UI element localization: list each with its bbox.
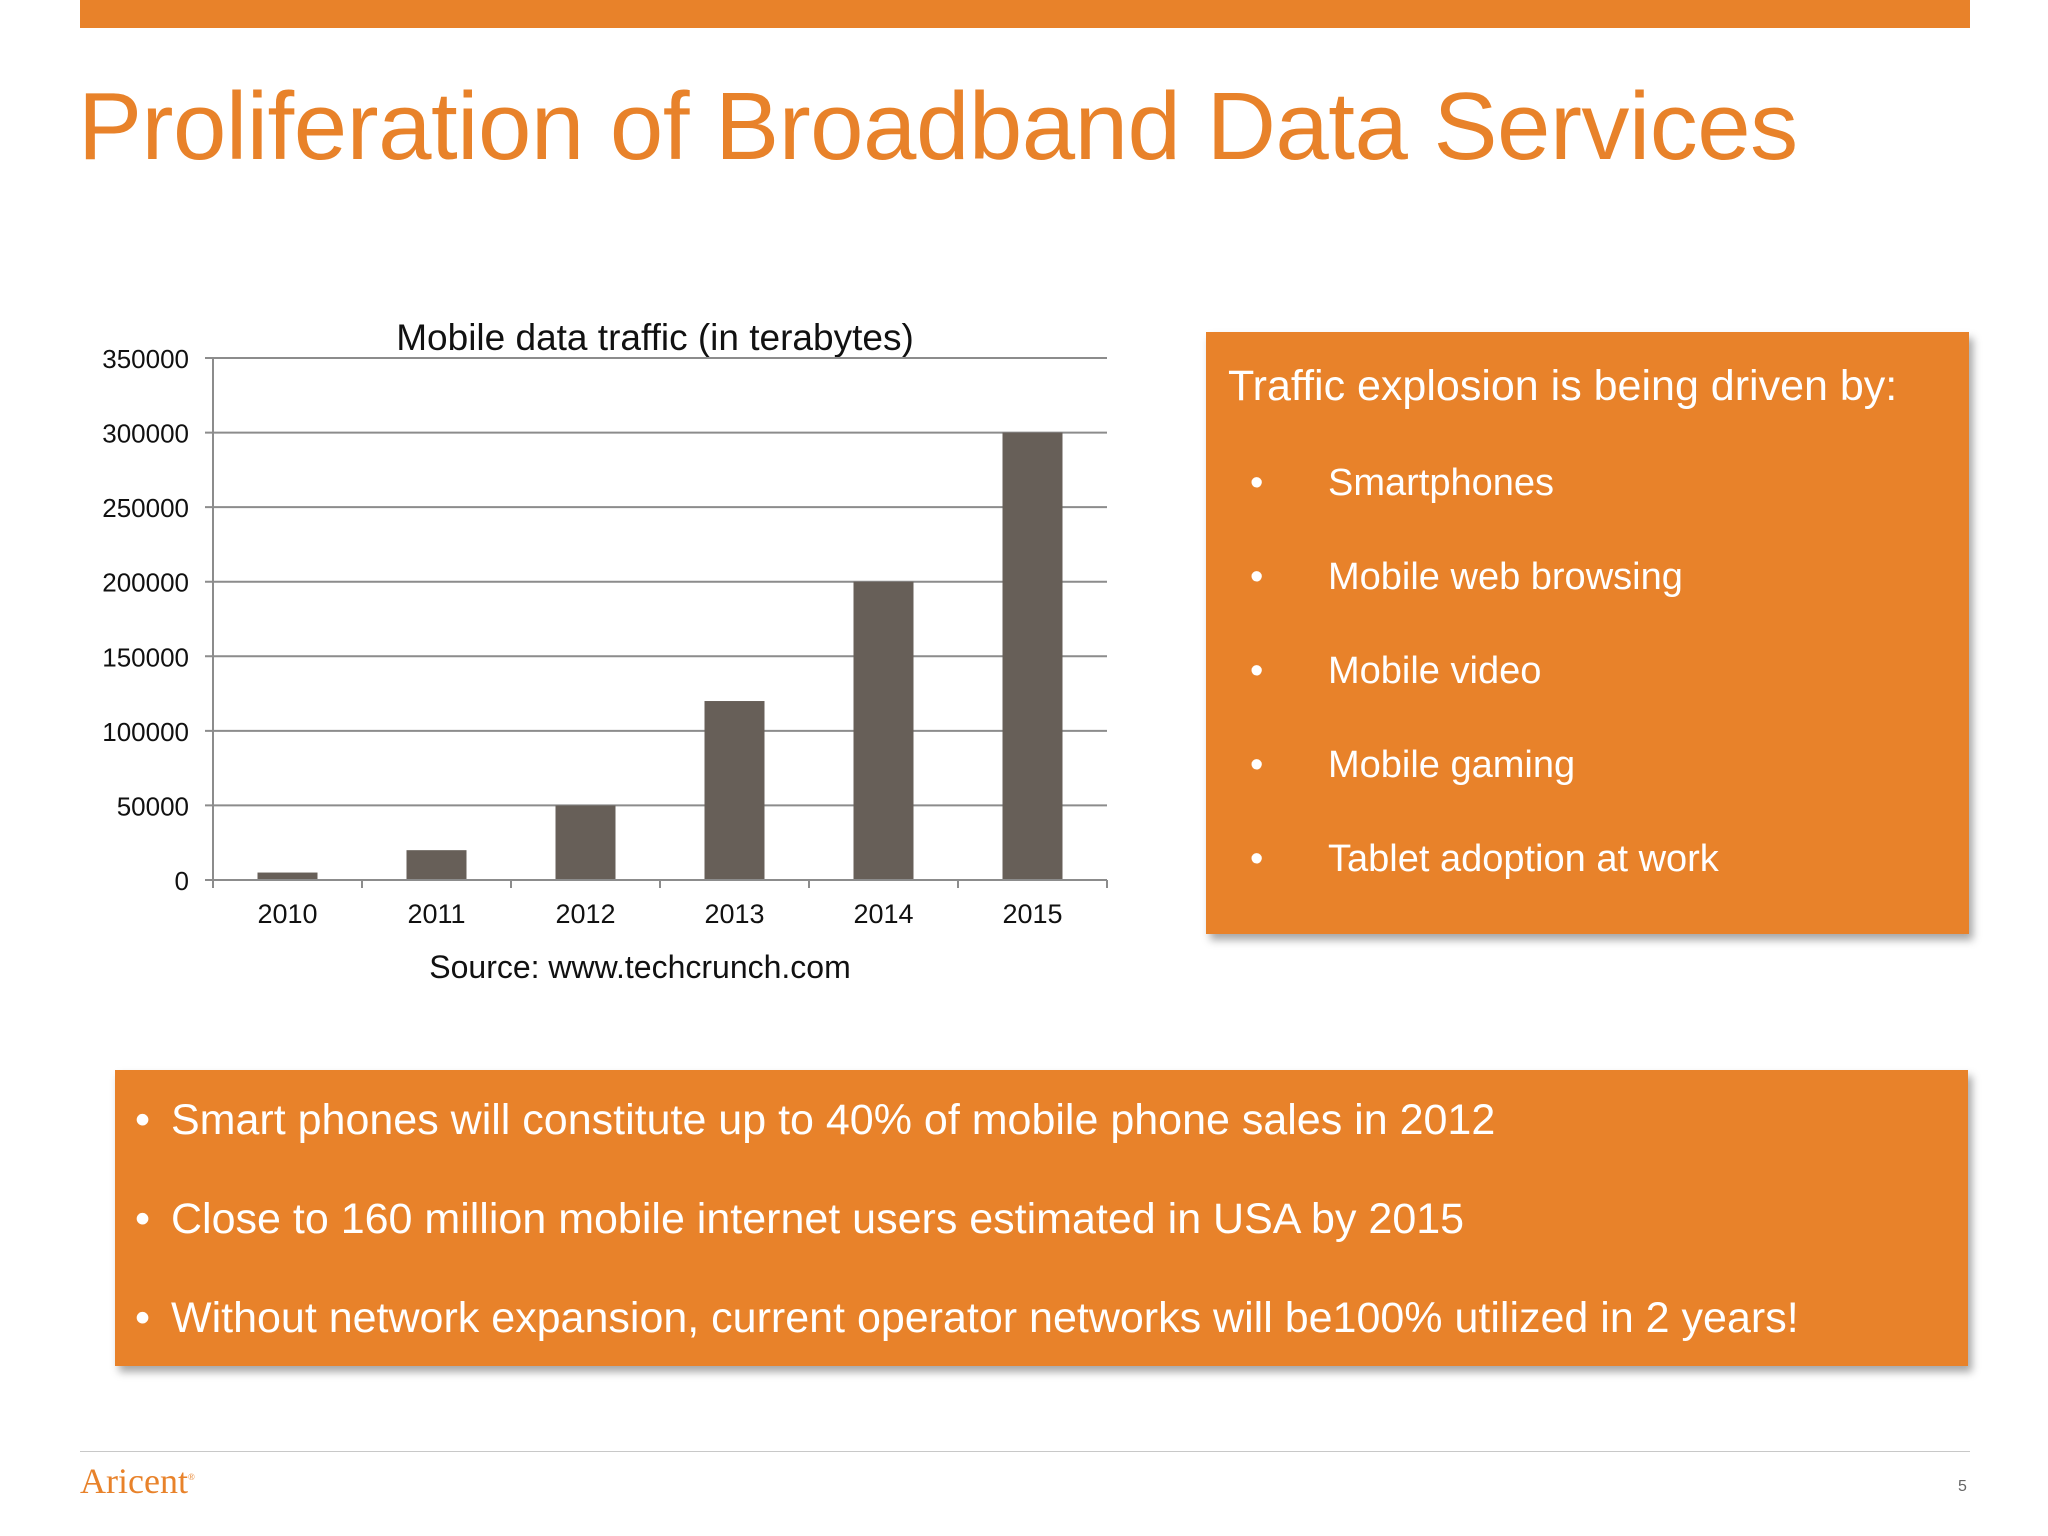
y-tick-label: 0 bbox=[175, 866, 189, 896]
list-item: • Mobile web browsing bbox=[1250, 556, 1719, 650]
list-item: • Without network expansion, current oper… bbox=[135, 1294, 1799, 1393]
facts-callout: • Smart phones will constitute up to 40% … bbox=[115, 1070, 1968, 1366]
list-item: • Mobile gaming bbox=[1250, 744, 1719, 838]
driver-text: Smartphones bbox=[1328, 462, 1555, 504]
bar bbox=[555, 805, 616, 880]
chart-source-caption: Source: www.techcrunch.com bbox=[429, 949, 851, 985]
bar bbox=[257, 872, 318, 880]
trademark-mark: ® bbox=[187, 1472, 195, 1482]
company-logo: Aricent® bbox=[80, 1460, 195, 1502]
list-item: • Smartphones bbox=[1250, 462, 1719, 556]
bullet-icon: • bbox=[135, 1294, 151, 1342]
slide-title: Proliferation of Broadband Data Services bbox=[78, 73, 1798, 180]
top-accent-bar bbox=[80, 0, 1970, 28]
list-item: • Smart phones will constitute up to 40% … bbox=[135, 1096, 1799, 1195]
fact-text: Close to 160 million mobile internet use… bbox=[171, 1195, 1465, 1243]
fact-text: Without network expansion, current opera… bbox=[171, 1294, 1799, 1342]
list-item: • Close to 160 million mobile internet us… bbox=[135, 1195, 1799, 1294]
driver-text: Mobile gaming bbox=[1328, 744, 1576, 786]
x-tick-label: 2012 bbox=[555, 899, 615, 929]
bullet-icon: • bbox=[1250, 838, 1264, 880]
bar bbox=[406, 850, 467, 880]
bullet-icon: • bbox=[1250, 462, 1264, 504]
drivers-list: • Smartphones • Mobile web browsing • Mobil… bbox=[1250, 462, 1719, 932]
bar bbox=[704, 701, 765, 880]
driver-text: Mobile web browsing bbox=[1328, 556, 1683, 598]
driver-text: Mobile video bbox=[1328, 650, 1542, 692]
y-tick-label: 200000 bbox=[102, 568, 189, 598]
y-tick-label: 300000 bbox=[102, 419, 189, 449]
drivers-heading: Traffic explosion is being driven by: bbox=[1228, 362, 1898, 410]
y-tick-label: 150000 bbox=[102, 642, 189, 672]
page-number: 5 bbox=[1958, 1478, 1967, 1495]
list-item: • Tablet adoption at work bbox=[1250, 838, 1719, 932]
drivers-callout: Traffic explosion is being driven by: • S… bbox=[1206, 332, 1969, 934]
logo-text: Aricent bbox=[80, 1461, 188, 1501]
bar bbox=[1002, 432, 1063, 880]
y-tick-label: 100000 bbox=[102, 717, 189, 747]
bullet-icon: • bbox=[135, 1096, 151, 1144]
x-tick-label: 2013 bbox=[704, 899, 764, 929]
driver-text: Tablet adoption at work bbox=[1328, 838, 1719, 880]
y-tick-label: 350000 bbox=[102, 344, 189, 374]
bullet-icon: • bbox=[1250, 556, 1264, 598]
x-tick-label: 2010 bbox=[257, 899, 317, 929]
list-item: • Mobile video bbox=[1250, 650, 1719, 744]
x-tick-label: 2011 bbox=[407, 899, 465, 929]
fact-text: Smart phones will constitute up to 40% o… bbox=[171, 1096, 1496, 1144]
bar bbox=[853, 581, 914, 880]
bullet-icon: • bbox=[135, 1195, 151, 1243]
x-tick-label: 2015 bbox=[1002, 899, 1062, 929]
y-tick-label: 250000 bbox=[102, 493, 189, 523]
y-tick-label: 50000 bbox=[117, 791, 189, 821]
x-tick-label: 2014 bbox=[853, 899, 913, 929]
facts-list: • Smart phones will constitute up to 40% … bbox=[135, 1096, 1799, 1393]
bullet-icon: • bbox=[1250, 650, 1264, 692]
footer-divider bbox=[80, 1451, 1970, 1452]
bullet-icon: • bbox=[1250, 744, 1264, 786]
chart-title: Mobile data traffic (in terabytes) bbox=[396, 317, 914, 358]
